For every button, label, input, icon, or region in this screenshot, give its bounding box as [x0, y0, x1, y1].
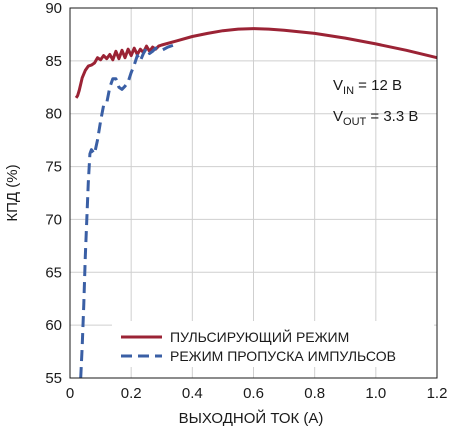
x-tick-label: 1.2	[427, 385, 448, 402]
series-lines	[74, 27, 438, 379]
x-tick-labels: 0 0.2 0.4 0.6 0.8 1.0 1.2	[66, 385, 448, 402]
x-axis-label: ВЫХОДНОЙ ТОК (A)	[179, 409, 324, 427]
y-tick-label: 80	[45, 106, 62, 123]
x-tick-label: 0.2	[121, 385, 142, 402]
legend-background	[112, 321, 434, 367]
vout-annotation: VOUT = 3.3 В	[333, 108, 418, 128]
x-tick-label: 0.8	[304, 385, 325, 402]
y-tick-label: 70	[45, 211, 62, 228]
x-tick-label: 0.6	[243, 385, 264, 402]
plot-frame	[69, 7, 438, 379]
x-tick-label: 1.0	[365, 385, 386, 402]
y-tick-labels: 55 60 65 70 75 80 85 90	[45, 0, 62, 387]
y-tick-label: 90	[45, 0, 62, 17]
y-tick-label: 60	[45, 317, 62, 334]
y-tick-label: 85	[45, 53, 62, 70]
legend: ПУЛЬСИРУЮЩИЙ РЕЖИМ РЕЖИМ ПРОПУСКА ИМПУЛЬ…	[112, 321, 434, 367]
y-tick-label: 55	[45, 370, 62, 387]
x-tick-label: 0.4	[182, 385, 203, 402]
legend-label-skip: РЕЖИМ ПРОПУСКА ИМПУЛЬСОВ	[170, 348, 396, 364]
y-axis-label: КПД (%)	[4, 164, 21, 221]
series-line-pulse-skip-mode	[79, 43, 175, 379]
legend-label-pulse: ПУЛЬСИРУЮЩИЙ РЕЖИМ	[170, 328, 349, 345]
conditions-annotation: VIN = 12 В VOUT = 3.3 В	[333, 77, 418, 128]
y-tick-label: 65	[45, 264, 62, 281]
y-tick-label: 75	[45, 159, 62, 176]
x-tick-label: 0	[66, 385, 74, 402]
vin-annotation: VIN = 12 В	[333, 77, 402, 97]
